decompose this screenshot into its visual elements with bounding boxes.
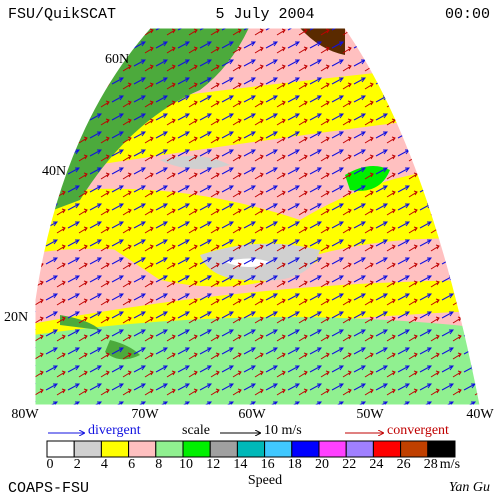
title: FSU/QuikSCAT (8, 6, 116, 23)
colorbar-tick: 4 (101, 457, 108, 472)
color-box (73, 440, 102, 458)
color-box (236, 440, 266, 458)
lon-label: 70W (131, 407, 159, 422)
color-box (318, 440, 347, 458)
lon-label: 60W (238, 407, 266, 422)
color-box (155, 440, 184, 458)
lon-label: 40W (466, 407, 494, 422)
colorbar-tick: 22 (342, 457, 356, 472)
footer-left: COAPS-FSU (8, 480, 89, 497)
lon-label: 50W (356, 407, 384, 422)
colorbar-tick: 6 (128, 457, 135, 472)
colorbar-tick: 28 (424, 457, 438, 472)
map-area (35, 28, 480, 405)
lat-label: 60N (105, 52, 129, 67)
legend-divergent: divergent (88, 423, 141, 438)
colorbar-tick: 20 (315, 457, 329, 472)
colorbar-unit: m/s (440, 457, 460, 472)
color-box (291, 440, 320, 458)
colorbar-tick: 16 (261, 457, 275, 472)
legend-scale: scale (182, 423, 210, 438)
color-box (182, 440, 211, 458)
legend-scale-value: 10 m/s (264, 423, 302, 438)
date: 5 July 2004 (215, 6, 314, 23)
lat-label: 20N (4, 310, 28, 325)
color-box (400, 440, 429, 458)
map-border (34, 27, 481, 406)
color-box (427, 440, 456, 458)
color-box (264, 440, 293, 458)
colorbar-tick: 2 (74, 457, 81, 472)
colorbar-tick: 24 (369, 457, 383, 472)
colorbar: 0 2 4 6 8 10 12 14 16 18 20 22 24 26 28 m/s (46, 440, 460, 472)
colorbar-tick: 12 (206, 457, 220, 472)
color-box (100, 440, 130, 458)
colorbar-tick: 8 (155, 457, 162, 472)
color-box (345, 440, 374, 458)
time: 00:00 (445, 6, 490, 23)
colorbar-tick: 10 (179, 457, 193, 472)
footer-right: Yan Gu (449, 480, 490, 495)
lon-label: 80W (11, 407, 39, 422)
color-box (209, 440, 238, 458)
colorbar-tick: 14 (233, 457, 247, 472)
colorbar-tick: 18 (288, 457, 302, 472)
legend-convergent: convergent (387, 423, 449, 438)
lat-labels: 60N 40N 20N (4, 52, 129, 325)
colorbar-title: Speed (248, 473, 282, 488)
color-box (128, 440, 157, 458)
colorbar-tick: 0 (47, 457, 54, 472)
color-box (46, 440, 75, 458)
color-box (372, 440, 402, 458)
colorbar-tick: 26 (397, 457, 411, 472)
lat-label: 40N (42, 164, 66, 179)
lon-labels: 80W 70W 60W 50W 40W (11, 407, 494, 422)
